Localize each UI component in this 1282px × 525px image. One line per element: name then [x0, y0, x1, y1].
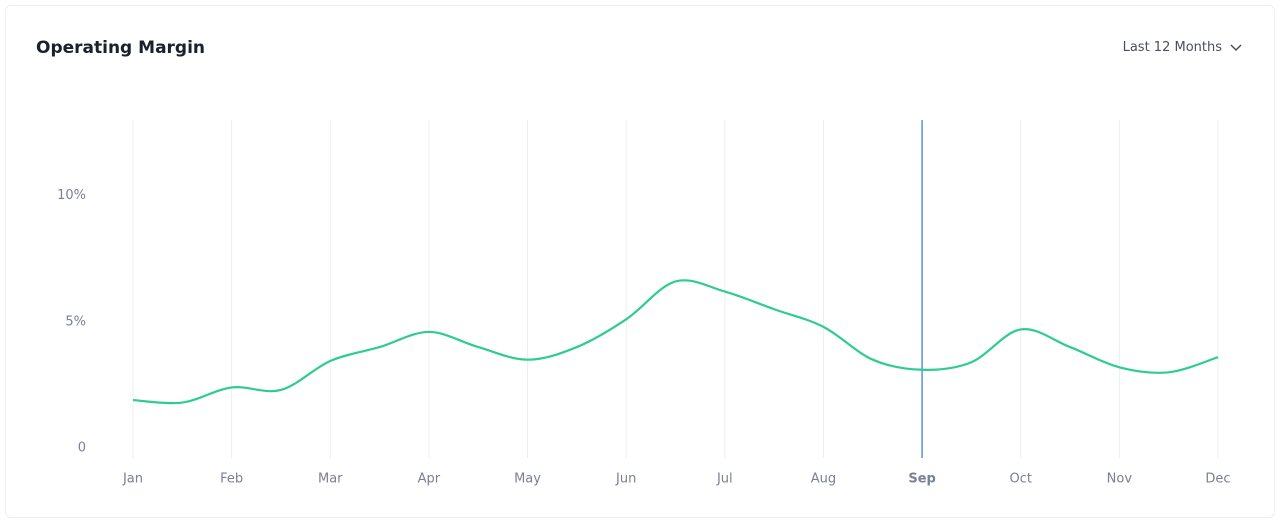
x-tick-label: Dec: [1205, 472, 1230, 487]
chevron: [1230, 43, 1242, 51]
x-tick-label: Jul: [716, 472, 733, 487]
x-tick-label: May: [514, 472, 541, 487]
chart-title: Operating Margin: [36, 38, 206, 58]
x-tick-label: Apr: [418, 472, 441, 487]
x-tick-label: Sep: [908, 472, 936, 487]
y-tick-label: 0: [78, 441, 86, 456]
line: [132, 279, 1219, 405]
x-tick-label: Oct: [1009, 472, 1031, 487]
y-tick-label: 10%: [57, 188, 86, 203]
y-tick-label: 5%: [65, 314, 86, 329]
card: Operating Margin Last 12 Months: [5, 5, 1275, 518]
x-tick-label: Aug: [811, 472, 836, 487]
x-tick-label: Mar: [318, 472, 343, 487]
x-tick-label: Feb: [220, 472, 243, 487]
period-label[interactable]: Last 12 Months: [1122, 40, 1222, 55]
period-selector[interactable]: Last 12 Months: [1123, 40, 1242, 55]
x-tick-label: Nov: [1107, 472, 1133, 487]
x-tick-label: Jan: [122, 472, 143, 487]
x-tick-label: Jun: [615, 472, 636, 487]
